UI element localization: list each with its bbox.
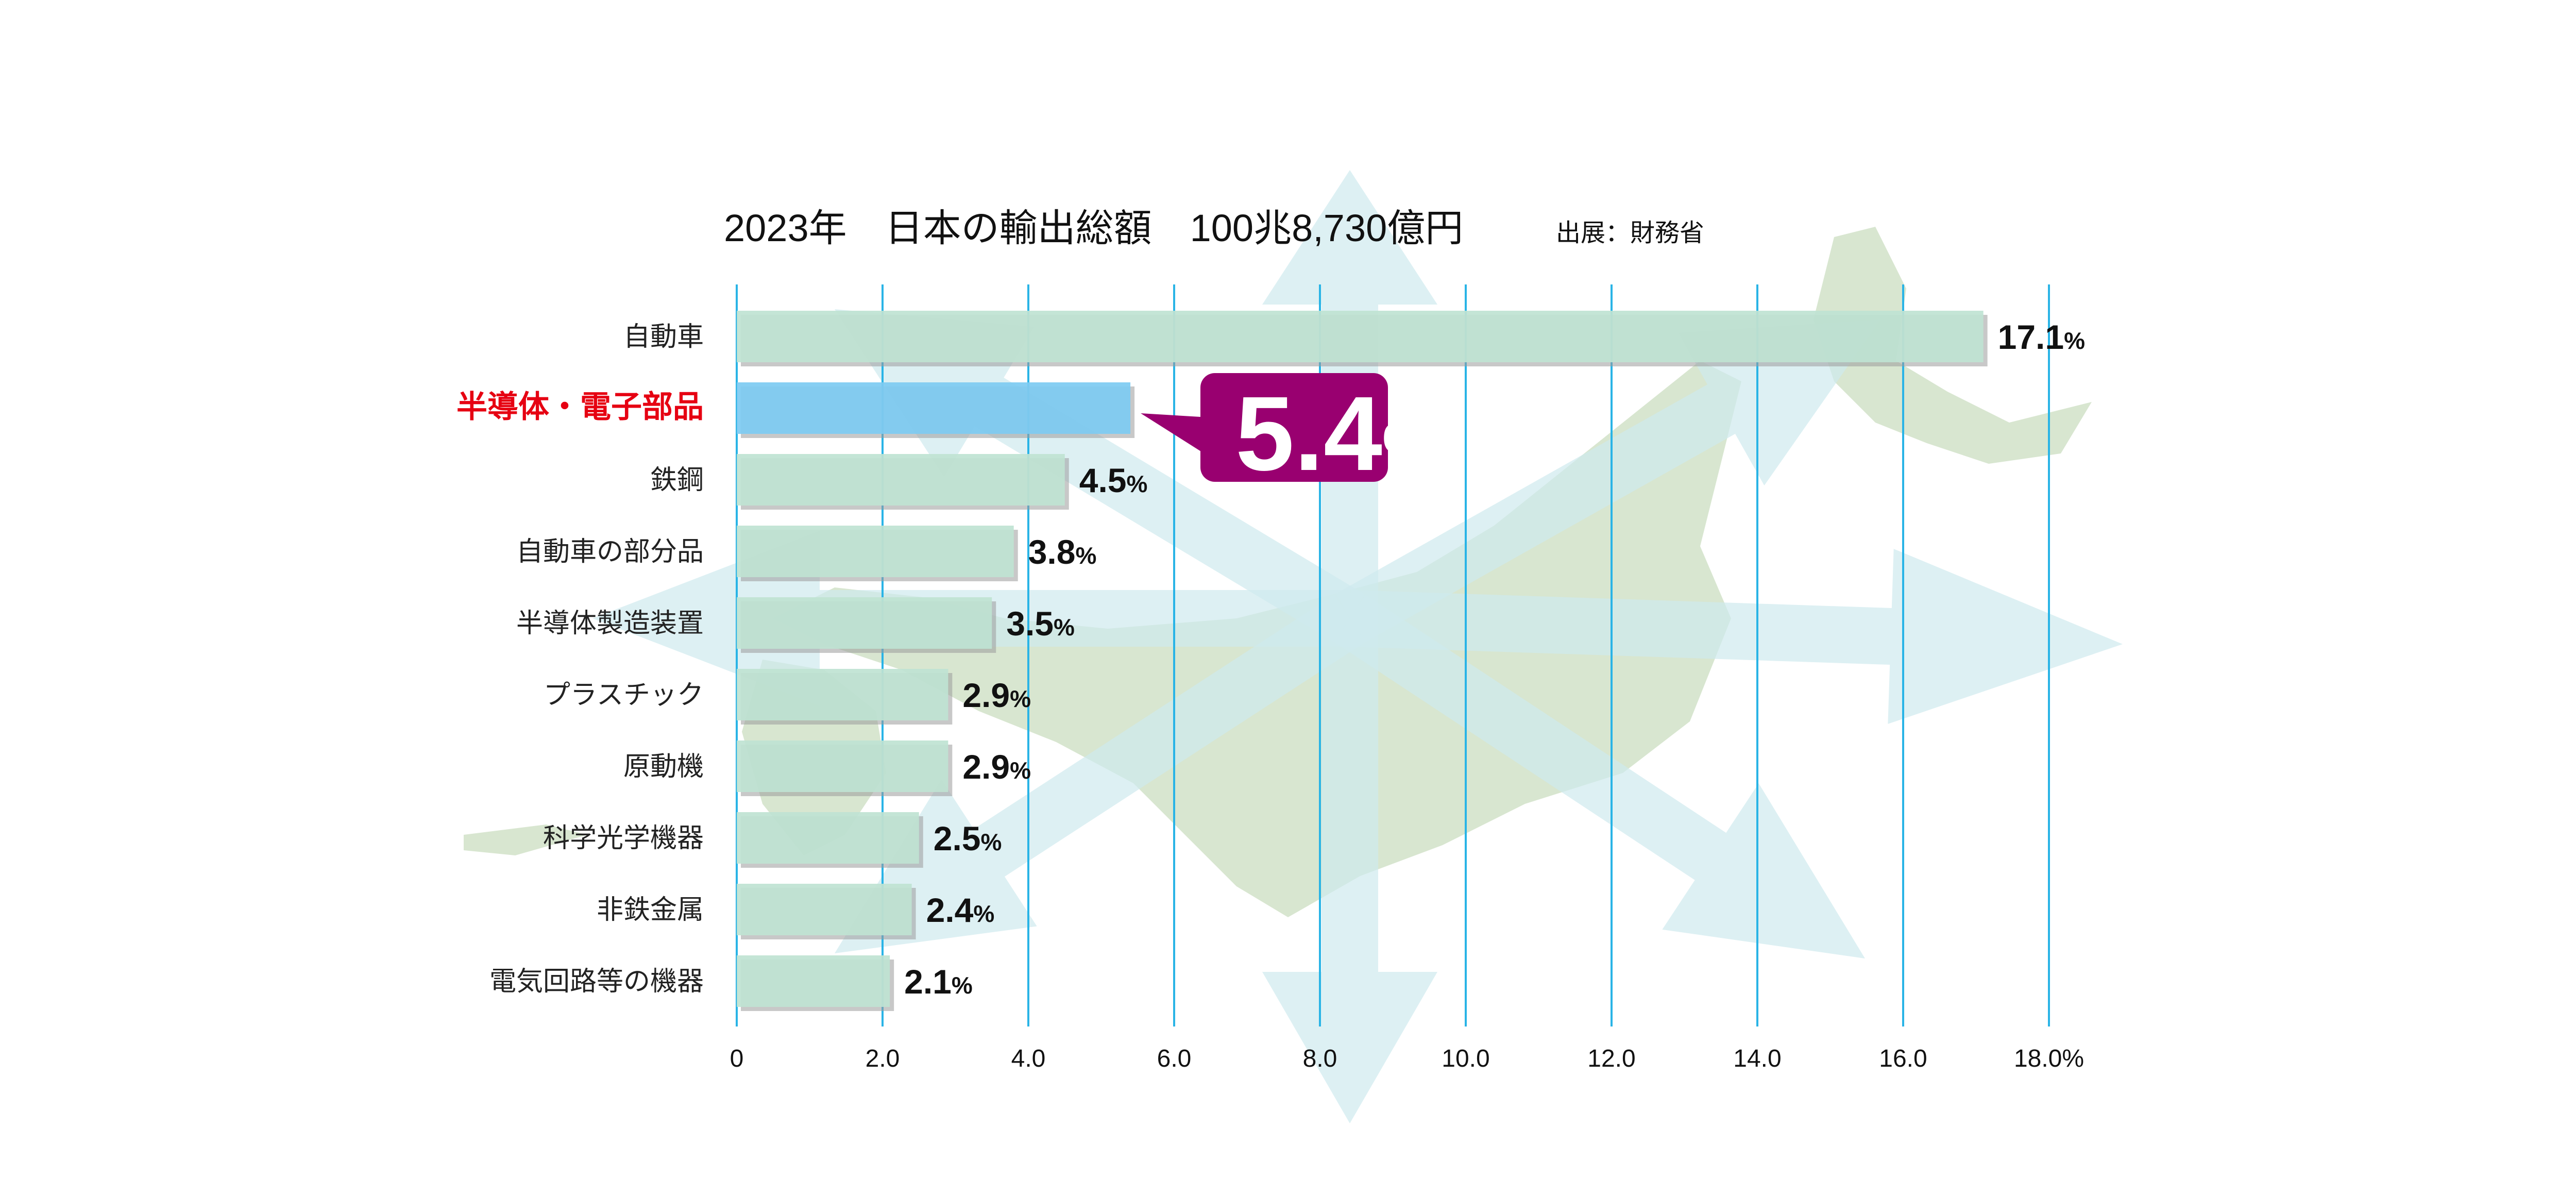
category-label: 非鉄金属 — [597, 895, 704, 925]
bar — [737, 884, 912, 935]
category-label: 自動車 — [623, 322, 704, 352]
direction-arrow — [1262, 618, 1437, 1123]
x-tick-label: 12.0 — [1587, 1045, 1635, 1072]
okinawa-shape — [464, 824, 587, 855]
direction-arrow — [1349, 549, 2123, 724]
category-label: 半導体・電子部品 — [456, 390, 704, 424]
highlight-callout: 5.4% — [1141, 373, 1442, 493]
hokkaido-shape — [1814, 227, 2092, 464]
bar — [737, 454, 1065, 506]
value-label: 2.4% — [926, 891, 995, 929]
bar — [737, 526, 1014, 577]
bar — [737, 955, 890, 1007]
category-label: プラスチック — [544, 680, 704, 710]
value-label: 3.5% — [1006, 604, 1075, 643]
category-label: 科学光学機器 — [543, 823, 704, 853]
x-tick-label: 18.0% — [2014, 1045, 2084, 1072]
category-label: 鉄鋼 — [650, 465, 704, 495]
chart-title: 2023年 日本の輸出総額 100兆8,730億円 — [724, 207, 1463, 249]
bar — [737, 311, 1984, 362]
x-tick-label: 14.0 — [1733, 1045, 1781, 1072]
callout-value: 5.4% — [1235, 375, 1442, 493]
x-tick-label: 0 — [730, 1045, 744, 1072]
x-tick-label: 2.0 — [866, 1045, 900, 1072]
source-note: 出展：財務省 — [1556, 220, 1704, 247]
value-label: 2.9% — [962, 748, 1031, 786]
bar — [737, 669, 948, 720]
value-label: 3.8% — [1028, 533, 1097, 571]
x-tick-label: 8.0 — [1303, 1045, 1337, 1072]
value-label: 2.1% — [904, 963, 973, 1001]
x-tick-label: 10.0 — [1442, 1045, 1489, 1072]
category-label: 半導体製造装置 — [516, 609, 704, 638]
bar — [737, 382, 1131, 434]
value-label: 2.5% — [934, 819, 1002, 857]
direction-arrow — [1334, 595, 1865, 958]
bar — [737, 597, 992, 649]
category-label: 電気回路等の機器 — [489, 967, 704, 997]
callout-box — [1200, 373, 1388, 482]
x-tick-label: 6.0 — [1157, 1045, 1192, 1072]
category-label: 自動車の部分品 — [516, 537, 704, 567]
category-label: 原動機 — [623, 752, 704, 782]
x-tick-label: 16.0 — [1879, 1045, 1927, 1072]
value-label: 2.9% — [962, 676, 1031, 714]
direction-arrow — [835, 594, 1365, 953]
bar — [737, 740, 948, 792]
x-tick-label: 4.0 — [1011, 1045, 1046, 1072]
x-axis: 0 2.0 4.0 6.0 8.0 10.0 12.0 14.0 16.0 18.0% — [730, 1045, 2084, 1072]
direction-arrow — [1336, 319, 1880, 643]
value-label: 17.1% — [1998, 318, 2085, 356]
bar — [737, 812, 919, 864]
value-label: 4.5% — [1079, 461, 1148, 499]
